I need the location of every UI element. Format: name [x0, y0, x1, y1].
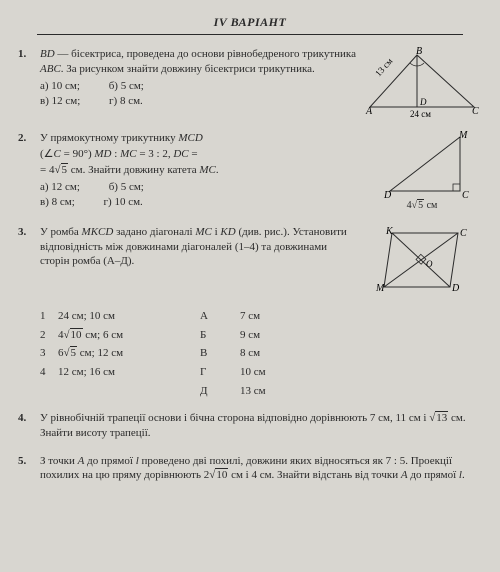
match-row-2: 2 4√10 см; 6 см — [40, 328, 200, 343]
svg-text:M: M — [458, 131, 468, 141]
svg-text:C: C — [472, 106, 479, 117]
answer-options: а) 10 см; б) 5 см; в) 12 см; г) 8 см. — [40, 79, 356, 109]
problem-body: BD — бісектриса, проведена до основи рів… — [40, 47, 356, 77]
svg-text:A: A — [365, 106, 373, 117]
problem-text: У прямокутному трикутнику MCD (∠C = 90°)… — [40, 131, 362, 209]
svg-text:C: C — [460, 228, 467, 239]
problem-2: 2. У прямокутному трикутнику MCD (∠C = 9… — [18, 131, 482, 213]
option-g: г) 10 см. — [104, 195, 143, 210]
svg-text:M: M — [375, 283, 385, 294]
problem-1: 1. BD — бісектриса, проведена до основи … — [18, 47, 482, 119]
match-row-4: 4 12 см; 16 см — [40, 365, 200, 380]
option-a: а) 10 см; — [40, 79, 80, 94]
line-3: = 4√5 см. Знайти довжину катета MC. — [40, 163, 356, 178]
option-b: б) 5 см; — [109, 79, 144, 94]
letter-column: А Б В Г Д — [200, 309, 240, 403]
match-row-1: 1 24 см; 10 см — [40, 309, 200, 324]
problem-text: BD — бісектриса, проведена до основи рів… — [40, 47, 362, 108]
base-label: 4√5 см — [362, 199, 482, 213]
line-2: (∠C = 90°) MD : MC = 3 : 2, DC = — [40, 147, 356, 162]
left-column: 1 24 см; 10 см 2 4√10 см; 6 см 3 6√5 см;… — [40, 309, 200, 403]
value-column: 7 см 9 см 8 см 10 см 13 см — [240, 309, 300, 403]
problem-number: 5. — [18, 454, 40, 469]
svg-text:D: D — [419, 97, 427, 107]
matching-table: 1 24 см; 10 см 2 4√10 см; 6 см 3 6√5 см;… — [40, 309, 482, 403]
option-b: б) 5 см; — [109, 180, 144, 195]
option-v: в) 8 см; — [40, 195, 75, 210]
problem-5: 5. З точки A до прямої l проведено дві п… — [18, 454, 482, 485]
svg-text:B: B — [416, 47, 422, 57]
header-rule — [37, 34, 464, 35]
option-a: а) 12 см; — [40, 180, 80, 195]
problem-body: У ромба MKCD задано діагоналі MC і KD (д… — [40, 225, 356, 270]
problem-text: У рівнобічній трапеції основи і бічна ст… — [40, 411, 482, 442]
problem-number: 3. — [18, 225, 40, 240]
problem-number: 1. — [18, 47, 40, 62]
problem-number: 2. — [18, 131, 40, 146]
match-row-3: 3 6√5 см; 12 см — [40, 346, 200, 361]
svg-text:K: K — [385, 226, 394, 237]
problem-4: 4. У рівнобічній трапеції основи і бічна… — [18, 411, 482, 442]
problem-number: 4. — [18, 411, 40, 426]
figure-rhombus-mkcd: K C M D O — [362, 225, 482, 297]
option-v: в) 12 см; — [40, 94, 80, 109]
variant-header: IV ВАРІАНТ — [18, 14, 482, 30]
figure-right-triangle-mcd: M D C 4√5 см — [362, 131, 482, 213]
problem-text: З точки A до прямої l проведено дві похи… — [40, 454, 482, 485]
svg-text:D: D — [383, 190, 392, 201]
line-1: У прямокутному трикутнику MCD — [40, 131, 356, 146]
answer-options: а) 12 см; б) 5 см; в) 8 см; г) 10 см. — [40, 180, 356, 210]
svg-text:24 см: 24 см — [410, 109, 431, 119]
svg-text:C: C — [462, 190, 469, 201]
svg-text:D: D — [451, 283, 460, 294]
problem-3: 3. У ромба MKCD задано діагоналі MC і KD… — [18, 225, 482, 297]
problem-text: У ромба MKCD задано діагоналі MC і KD (д… — [40, 225, 362, 271]
option-g: г) 8 см. — [109, 94, 143, 109]
svg-text:13 см: 13 см — [373, 56, 395, 78]
svg-text:O: O — [426, 259, 433, 269]
figure-triangle-abc: A B C D 13 см 24 см — [362, 47, 482, 119]
